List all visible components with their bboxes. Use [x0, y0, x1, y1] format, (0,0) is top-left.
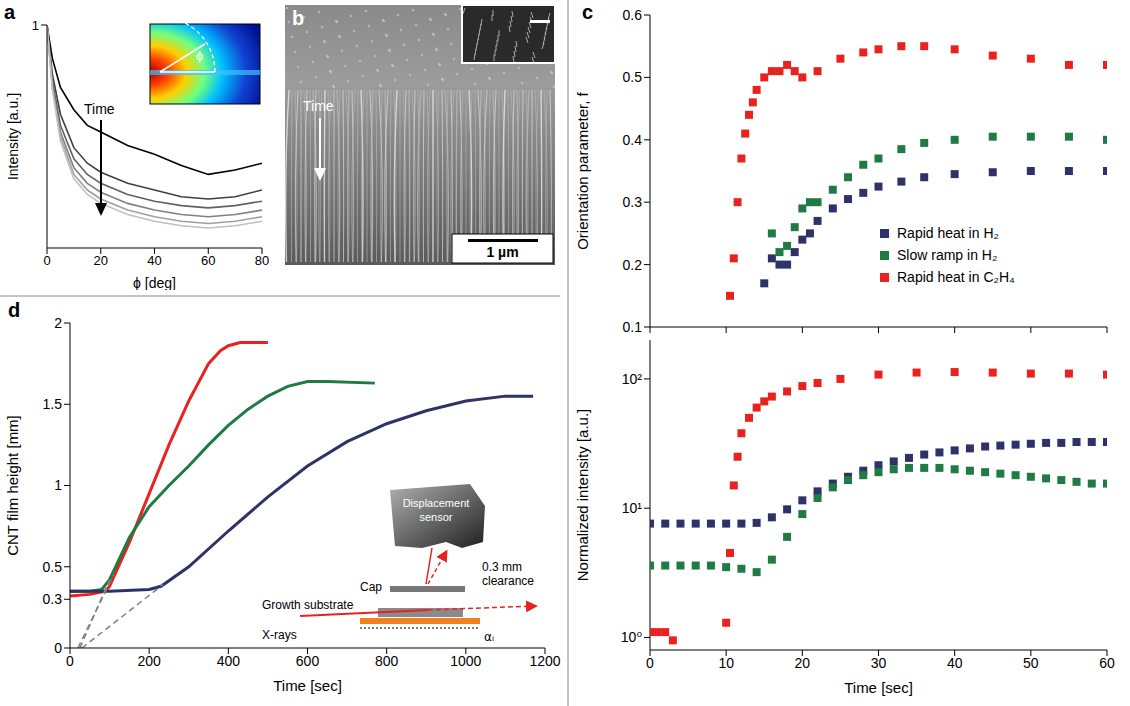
svg-text:0: 0 [646, 655, 654, 671]
svg-text:30: 30 [871, 655, 887, 671]
svg-text:Intensity [a.u.]: Intensity [a.u.] [5, 93, 21, 180]
svg-text:ϕ [deg]: ϕ [deg] [133, 275, 176, 290]
html-text:X-rays: X-rays [262, 628, 297, 642]
svg-text:Normalized intensity [a.u.]: Normalized intensity [a.u.] [575, 409, 591, 582]
svg-text:60: 60 [201, 253, 215, 268]
html-text:Rapid heat in H₂: Rapid heat in H₂ [897, 225, 999, 241]
svg-text:10²: 10² [622, 371, 643, 387]
html-text:c: c [582, 1, 594, 23]
svg-text:40: 40 [147, 253, 161, 268]
svg-text:40: 40 [947, 655, 963, 671]
svg-text:600: 600 [296, 653, 320, 669]
svg-text:0.4: 0.4 [623, 132, 643, 148]
svg-text:1: 1 [54, 477, 62, 493]
svg-text:0.6: 0.6 [623, 7, 643, 23]
svg-text:0: 0 [43, 253, 50, 268]
html-text:a: a [4, 1, 16, 23]
svg-text:1: 1 [32, 18, 39, 33]
svg-text:0: 0 [66, 653, 74, 669]
svg-text:0.5: 0.5 [43, 559, 63, 575]
svg-text:CNT film height [mm]: CNT film height [mm] [4, 415, 21, 556]
svg-text:0.3: 0.3 [623, 194, 643, 210]
svg-text:400: 400 [217, 653, 241, 669]
svg-text:0.5: 0.5 [623, 69, 643, 85]
svg-text:1000: 1000 [450, 653, 481, 669]
html-text:0.3 mm clearance: 0.3 mm clearance [482, 560, 534, 588]
html-text:αᵢ: αᵢ [484, 630, 495, 644]
svg-text:50: 50 [1023, 655, 1039, 671]
svg-text:Orientation parameter, f: Orientation parameter, f [575, 91, 591, 249]
svg-text:80: 80 [255, 253, 269, 268]
html-text:ϕ: ϕ [196, 48, 204, 63]
svg-text:1.5: 1.5 [43, 396, 63, 412]
html-text:Rapid heat in C₂H₄: Rapid heat in C₂H₄ [897, 269, 1015, 285]
svg-text:0: 0 [54, 640, 62, 656]
html-text:Growth substrate: Growth substrate [262, 598, 354, 612]
svg-text:800: 800 [375, 653, 399, 669]
svg-text:Time [sec]: Time [sec] [844, 679, 913, 696]
html-text:b: b [292, 7, 305, 29]
svg-text:200: 200 [137, 653, 161, 669]
svg-text:2: 2 [54, 315, 62, 331]
svg-text:10⁰: 10⁰ [621, 629, 643, 645]
svg-text:20: 20 [795, 655, 811, 671]
svg-text:Time [sec]: Time [sec] [273, 677, 342, 694]
svg-text:0.1: 0.1 [623, 319, 643, 335]
html-text:1 µm: 1 µm [486, 244, 519, 260]
html-text:Time: Time [84, 101, 115, 117]
html-text:Slow ramp in H₂: Slow ramp in H₂ [897, 247, 998, 263]
svg-text:1200: 1200 [529, 653, 560, 669]
svg-text:10: 10 [718, 655, 734, 671]
svg-text:0.2: 0.2 [623, 257, 643, 273]
html-text:Time: Time [303, 98, 334, 114]
html-text:d: d [8, 299, 21, 321]
svg-text:20: 20 [94, 253, 108, 268]
svg-text:10¹: 10¹ [622, 500, 643, 516]
html-text:Displacement sensor: Displacement sensor [402, 497, 470, 523]
html-text:Cap: Cap [360, 580, 382, 594]
svg-text:60: 60 [1099, 655, 1115, 671]
svg-text:0.3: 0.3 [43, 591, 63, 607]
